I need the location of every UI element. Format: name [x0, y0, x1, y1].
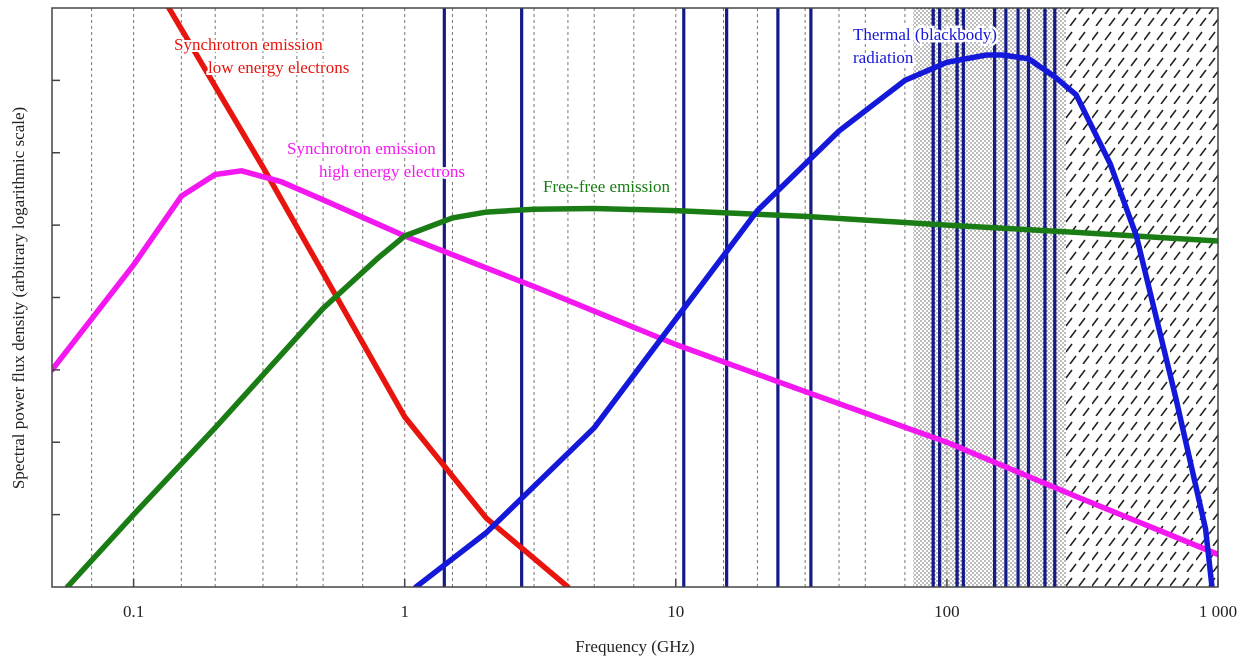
x-tick-label-3: 10	[667, 602, 684, 621]
x-tick-label-2: 1	[400, 602, 409, 621]
x-axis-label: Frequency (GHz)	[575, 637, 694, 656]
annotation-3-line-1: Free-free emission	[543, 177, 670, 196]
annotation-2-line-2: high energy electrons	[319, 162, 465, 181]
x-tick-label-1: 0.1	[123, 602, 144, 621]
annotation-4: Thermal (blackbody) radiation	[851, 23, 1000, 70]
annotation-2: Synchrotron emission high energy electron…	[285, 137, 467, 183]
annotation-1: Synchrotron emission low energy electrons	[172, 33, 351, 79]
series-line-2	[52, 168, 1218, 558]
annotation-1-line-2: low energy electrons	[208, 58, 349, 77]
hatched-region-1	[913, 8, 1067, 587]
series	[52, 8, 1218, 587]
hatched-regions	[913, 8, 1218, 587]
x-tick-label-4: 100	[934, 602, 960, 621]
annotation-4-line-1: Thermal (blackbody)	[853, 25, 997, 44]
annotation-3: Free-free emission	[541, 175, 672, 198]
hatched-region-2	[1066, 8, 1218, 587]
plot-frame	[51, 7, 1219, 588]
annotation-2-line-1: Synchrotron emission	[287, 139, 436, 158]
series-line-1	[166, 8, 571, 587]
series-line-4	[413, 52, 1215, 587]
y-axis-label: Spectral power flux density (arbitrary l…	[9, 107, 28, 489]
band-lines	[442, 8, 1057, 587]
x-tick-label-5: 1 000	[1199, 602, 1237, 621]
annotations: Synchrotron emission low energy electrons…	[172, 23, 1000, 199]
annotation-1-line-1: Synchrotron emission	[174, 35, 323, 54]
annotation-4-line-2: radiation	[853, 48, 914, 67]
series-line-3	[64, 205, 1218, 587]
tick-labels: 0.1 1 10 100 1 000	[123, 602, 1237, 621]
